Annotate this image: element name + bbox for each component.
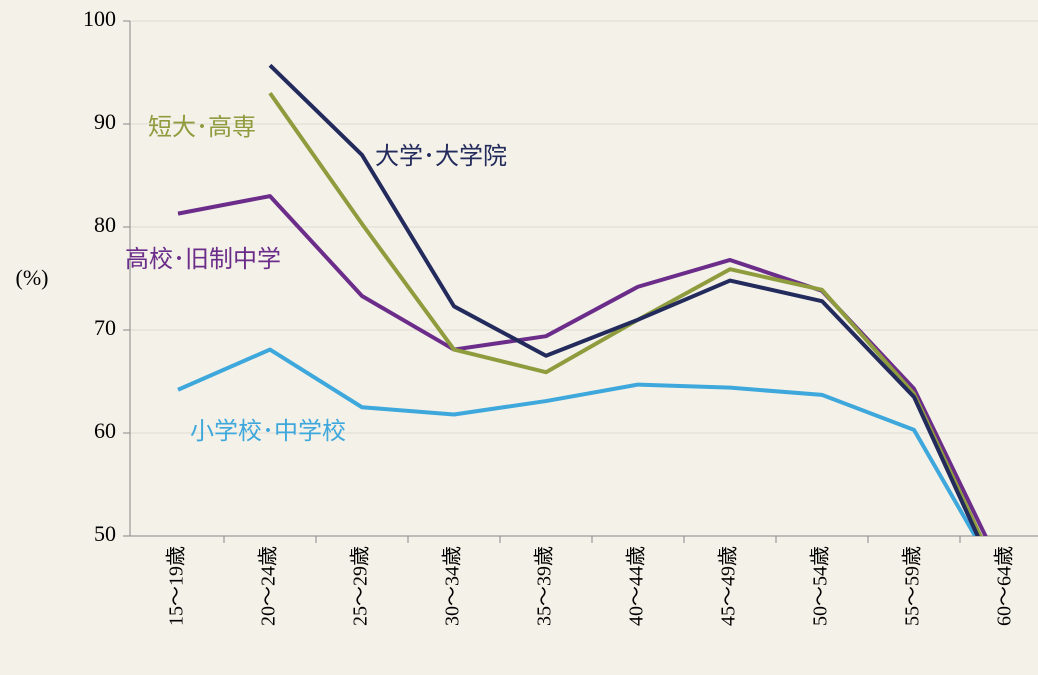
y-tick-label: 50: [94, 521, 116, 546]
x-tick-label: 50〜54歳: [809, 546, 832, 626]
series-label: 高校･旧制中学: [125, 245, 281, 273]
series-label: 大学･大学院: [375, 142, 507, 170]
series-label: 小学校･中学校: [190, 417, 346, 445]
x-tick-label: 55〜59歳: [901, 546, 924, 626]
plot-area: [177, 63, 988, 536]
y-tick-label: 80: [94, 212, 116, 237]
series-line: [177, 347, 978, 536]
x-tick-label: 40〜44歳: [625, 546, 648, 626]
y-tick-label: 90: [94, 109, 116, 134]
series-line: [268, 63, 980, 536]
x-tick-label: 60〜64歳: [993, 546, 1016, 626]
y-axis-label: (%): [16, 265, 49, 290]
series-label: 短大･高専: [148, 113, 256, 141]
x-tick-label: 35〜39歳: [533, 546, 556, 626]
y-tick-label: 100: [83, 6, 116, 31]
x-tick-label: 25〜29歳: [349, 546, 372, 626]
series-line: [177, 194, 988, 536]
x-tick-label: 30〜34歳: [441, 546, 464, 626]
y-tick-label: 70: [94, 315, 116, 340]
x-tick-label: 15〜19歳: [165, 546, 188, 626]
y-tick-label: 60: [94, 418, 116, 443]
x-tick-label: 45〜49歳: [717, 546, 740, 626]
x-tick-label: 20〜24歳: [257, 546, 280, 626]
